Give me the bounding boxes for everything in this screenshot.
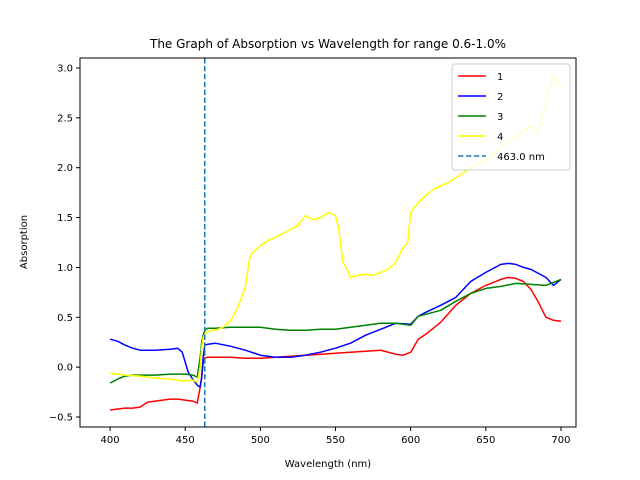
legend-label: 463.0 nm [497,152,545,163]
chart-title: The Graph of Absorption vs Wavelength fo… [149,37,506,51]
legend-label: 2 [497,92,503,103]
series-line-2 [109,262,562,388]
y-axis-ticks: −0.5 0.0 0.5 1.0 1.5 2.0 2.5 3.0 [49,63,80,424]
plot-area [109,58,562,427]
y-axis-label: Absorption [19,215,30,269]
plot-frame [79,57,577,428]
legend-label: 3 [497,112,503,123]
x-tick-label: 450 [176,435,195,446]
y-tick-label: 3.0 [57,63,73,74]
y-tick-label: 0.0 [57,363,73,374]
legend: 1 2 3 4 463.0 nm [451,63,571,171]
series-line-4 [110,74,562,383]
legend-box [451,63,571,171]
legend-label: 4 [497,132,503,143]
x-tick-label: 400 [101,435,120,446]
x-tick-label: 550 [326,435,345,446]
series-line-3 [109,278,562,384]
x-tick-label: 650 [476,435,495,446]
y-tick-label: 0.5 [57,313,73,324]
y-tick-label: 2.0 [57,163,73,174]
x-tick-label: 500 [251,435,270,446]
x-tick-label: 700 [551,435,570,446]
legend-label: 1 [497,72,503,83]
x-axis-label: Wavelength (nm) [285,459,371,470]
y-tick-label: −0.5 [49,413,73,424]
x-tick-label: 600 [401,435,420,446]
x-axis-ticks: 400 450 500 550 600 650 700 [101,427,571,446]
series-layer [109,74,562,411]
y-tick-label: 2.5 [57,113,73,124]
y-tick-label: 1.5 [57,213,73,224]
y-tick-label: 1.0 [57,263,73,274]
